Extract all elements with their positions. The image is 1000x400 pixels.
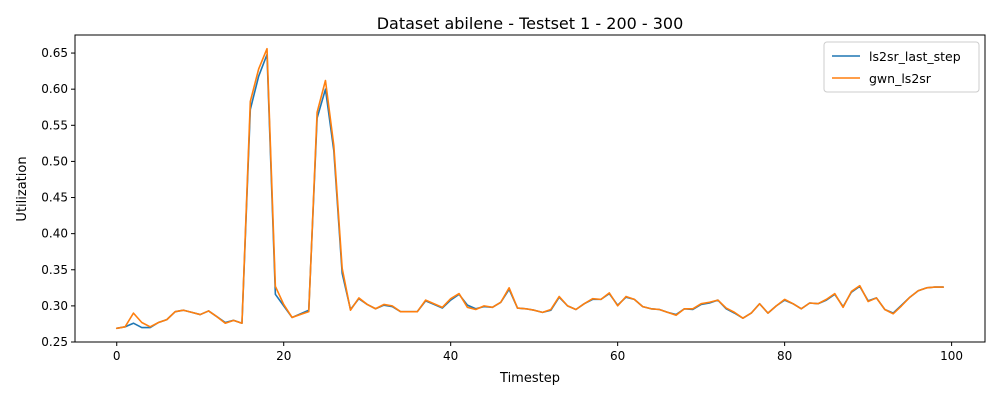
y-tick-label: 0.40 xyxy=(41,227,68,241)
y-axis-label: Utilization xyxy=(15,156,30,221)
x-tick-label: 100 xyxy=(940,349,963,363)
x-axis-label: Timestep xyxy=(499,371,560,386)
axes-frame xyxy=(74,34,986,343)
legend-label-ls2sr-last-step: ls2sr_last_step xyxy=(869,49,961,64)
chart-title: Dataset abilene - Testset 1 - 200 - 300 xyxy=(377,14,684,33)
y-tick-label: 0.25 xyxy=(41,335,68,349)
legend-box xyxy=(823,41,980,93)
series-lines xyxy=(115,47,945,330)
x-tick-label: 80 xyxy=(777,349,792,363)
series-line-gwn-ls2sr xyxy=(115,47,945,330)
x-tick-label: 60 xyxy=(610,349,625,363)
plot-area xyxy=(74,34,986,343)
chart-legend: ls2sr_last_step gwn_ls2sr xyxy=(823,41,980,93)
x-axis-ticks: 0 20 40 60 80 100 xyxy=(113,342,963,363)
y-tick-label: 0.35 xyxy=(41,263,68,277)
x-tick-label: 40 xyxy=(443,349,458,363)
y-tick-label: 0.45 xyxy=(41,191,68,205)
y-tick-label: 0.60 xyxy=(41,82,68,96)
x-tick-label: 20 xyxy=(276,349,291,363)
y-tick-label: 0.65 xyxy=(41,46,68,60)
y-tick-label: 0.50 xyxy=(41,154,68,168)
y-tick-label: 0.30 xyxy=(41,299,68,313)
legend-label-gwn-ls2sr: gwn_ls2sr xyxy=(869,71,932,86)
x-tick-label: 0 xyxy=(113,349,121,363)
y-tick-label: 0.55 xyxy=(41,118,68,132)
y-axis-ticks: 0.25 0.30 0.35 0.40 0.45 0.50 0.55 0.60 0.65 xyxy=(41,46,75,349)
